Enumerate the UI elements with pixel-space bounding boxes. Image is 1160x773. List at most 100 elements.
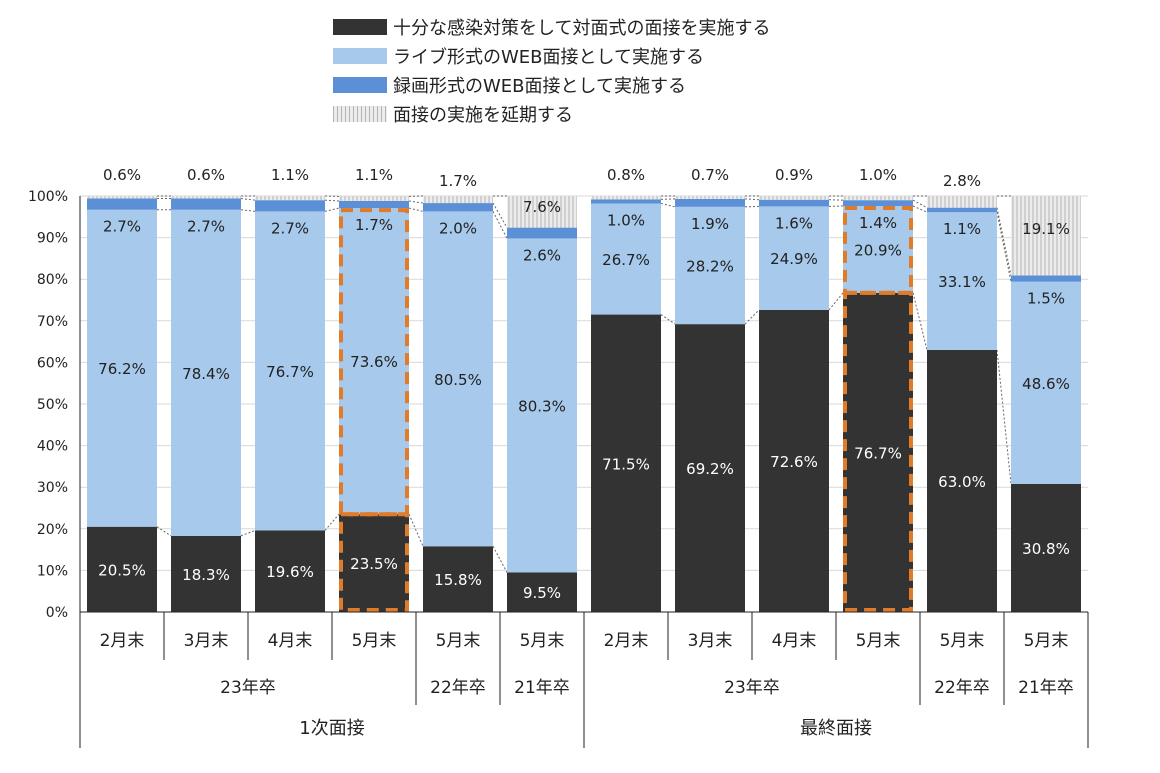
y-tick-label: 60% [37,355,68,371]
bar-segment-in-person [507,572,577,612]
bar-segment-recorded-web [255,200,325,212]
data-label-in-person: 23.5% [350,555,398,573]
data-label-postponed: 0.9% [775,166,813,184]
bar-segment-recorded-web [339,200,409,209]
series-connector-line [492,211,508,239]
bar-segment-live-web [1011,281,1081,484]
series-connector-line [240,197,256,201]
bar-segment-in-person [843,292,913,612]
data-label-postponed: 0.6% [187,166,225,184]
bar-segment-live-web [675,206,745,325]
y-tick-label: 70% [37,314,68,330]
data-label-postponed: 1.7% [439,172,477,190]
legend-label-live-web: ライブ形式のWEB面接として実施する [393,46,704,68]
series-connector-line [660,203,676,208]
category-label: 5月末 [352,631,397,651]
panel-label-interview-stage: 最終面接 [800,718,872,739]
category-label: 2月末 [604,631,649,651]
category-label: 5月末 [940,631,985,651]
data-label-in-person: 72.6% [770,453,818,471]
data-label-live-web: 80.3% [518,397,566,415]
data-label-live-web: 24.9% [770,250,818,268]
bar-segment-postponed [843,196,913,201]
category-label: 5月末 [436,631,481,651]
group-label-graduation-year: 22年卒 [430,678,486,698]
group-label-graduation-year: 21年卒 [514,678,570,698]
data-label-live-web: 26.7% [602,251,650,269]
bar-segment-live-web [591,203,661,315]
series-connector-line [408,514,424,547]
bar-segment-live-web [87,209,157,527]
category-label: 4月末 [772,631,817,651]
bar-segment-recorded-web [759,199,829,207]
series-connector-line [156,526,172,537]
data-label-in-person: 63.0% [938,473,986,491]
series-connector-line [996,349,1012,484]
data-label-postponed: 2.8% [943,172,981,190]
bar-segment-live-web [255,211,325,531]
y-tick-label: 100% [28,189,68,205]
category-label: 5月末 [1024,631,1069,651]
legend-swatch-recorded-web [333,76,387,93]
bar-segment-postponed [255,196,325,201]
data-label-in-person: 20.5% [98,561,146,579]
legend-item-live-web: ライブ形式のWEB面接として実施する [333,41,770,70]
bar-segment-live-web [171,209,241,536]
bar-segment-recorded-web [675,198,745,207]
data-label-in-person: 9.5% [523,584,561,602]
bar-segment-postponed [507,196,577,228]
data-label-recorded-web: 2.7% [103,218,141,236]
series-connector-line [324,207,340,212]
bar-segment-recorded-web [927,207,997,213]
data-label-postponed: 0.8% [607,166,645,184]
legend-swatch-in-person [333,18,387,35]
bar-segment-recorded-web [87,198,157,210]
legend-label-in-person: 十分な感染対策をして対面式の面接を実施する [393,17,771,39]
category-label: 5月末 [520,631,565,651]
category-label: 4月末 [268,631,313,651]
data-label-recorded-web: 1.6% [775,214,813,232]
data-label-live-web: 33.1% [938,273,986,291]
data-label-postponed: 19.1% [1022,220,1070,238]
group-label-graduation-year: 22年卒 [934,678,990,698]
data-label-postponed: 1.0% [859,166,897,184]
bar-segment-postponed [339,196,409,201]
bar-segment-in-person [927,349,997,612]
series-connector-line [324,513,340,531]
legend-swatch-live-web [333,47,387,64]
data-label-postponed: 7.6% [523,198,561,216]
data-label-in-person: 76.7% [854,444,902,462]
series-connector-line [996,207,1012,276]
bar-segment-recorded-web [507,227,577,239]
bar-segment-postponed [423,196,493,204]
series-connector-line [660,314,676,325]
bar-segment-in-person [423,546,493,612]
data-label-live-web: 76.2% [98,360,146,378]
data-label-recorded-web: 2.6% [523,246,561,264]
category-label: 5月末 [856,631,901,651]
series-connector-line [828,292,844,311]
bar-segment-in-person [1011,483,1081,612]
bar-segment-live-web [927,212,997,350]
bar-segment-recorded-web [171,198,241,210]
bar-segment-postponed [1011,196,1081,276]
y-tick-label: 20% [37,522,68,538]
bar-segment-postponed [591,196,661,200]
series-connector-line [744,309,760,325]
data-label-live-web: 76.7% [266,363,314,381]
data-label-in-person: 30.8% [1022,540,1070,558]
panel-label-interview-stage: 1次面接 [299,718,364,739]
data-label-postponed: 0.7% [691,166,729,184]
bar-segment-in-person [591,314,661,612]
series-connector-line [408,207,424,212]
data-label-postponed: 1.1% [271,166,309,184]
y-tick-label: 30% [37,480,68,496]
data-label-in-person: 18.3% [182,566,230,584]
bar-segment-recorded-web [1011,275,1081,282]
data-label-in-person: 19.6% [266,563,314,581]
category-label: 3月末 [688,631,733,651]
bar-segment-live-web [759,206,829,310]
series-connector-line [912,199,928,209]
data-label-in-person: 15.8% [434,571,482,589]
